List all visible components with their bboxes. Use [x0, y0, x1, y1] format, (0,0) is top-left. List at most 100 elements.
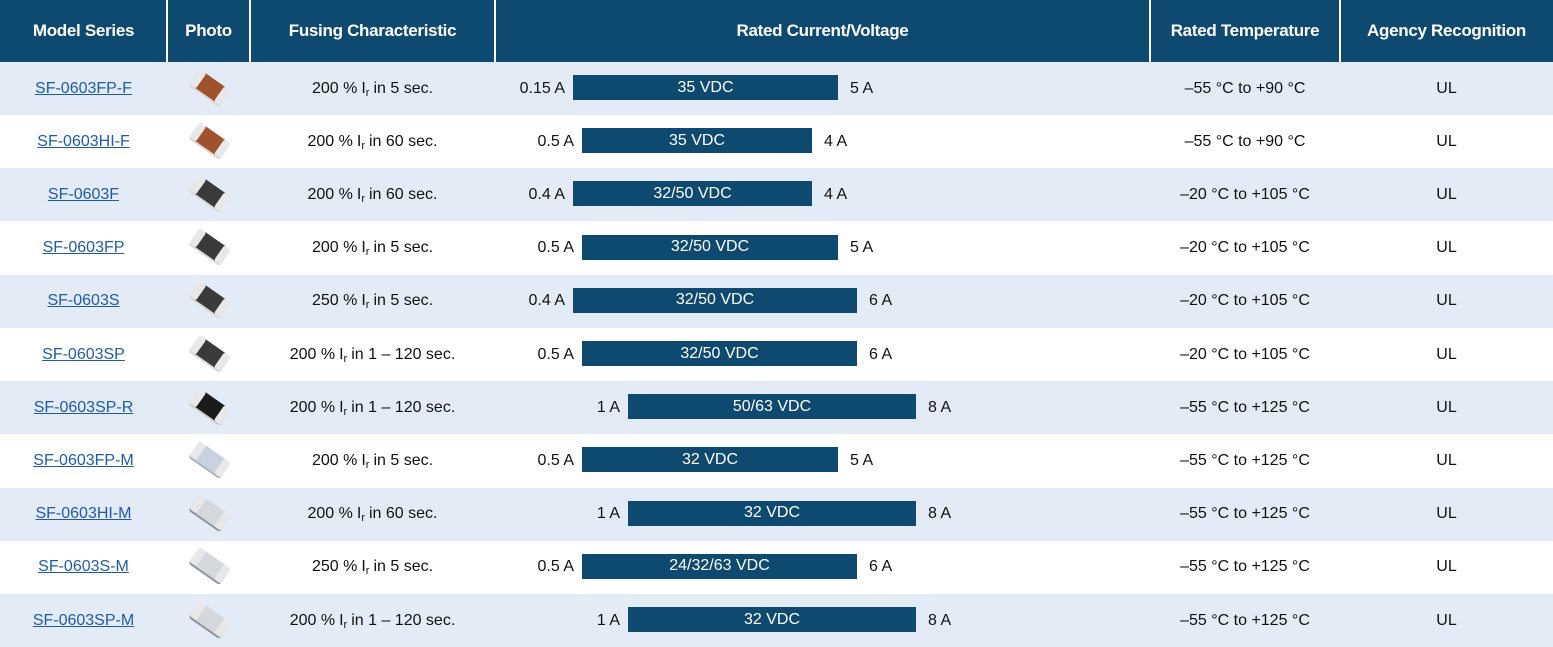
table-cell [167, 594, 250, 647]
model-link[interactable]: SF-0603HI-F [37, 133, 129, 151]
min-current: 0.15 A [483, 62, 565, 115]
table-row: SF-0603S-M250 %Irin 5 sec.0.5 A24/32/63 … [0, 541, 1553, 594]
table-cell: –20 °C to +105 °C [1150, 328, 1340, 381]
table-cell: –20 °C to +105 °C [1150, 275, 1340, 328]
rated-temperature: –55 °C to +125 °C [1180, 452, 1310, 470]
model-link[interactable]: SF-0603SP-R [34, 399, 134, 417]
model-link[interactable]: SF-0603SP-M [33, 612, 134, 630]
model-link[interactable]: SF-0603SP [42, 346, 125, 364]
table-cell: UL [1340, 488, 1553, 541]
max-current: 6 A [869, 541, 892, 594]
rated-temperature: –55 °C to +125 °C [1180, 505, 1310, 523]
table-cell: –55 °C to +90 °C [1150, 62, 1340, 115]
header-separator [1149, 0, 1151, 62]
product-photo [186, 441, 232, 481]
fusing-ratio: 200 % [308, 505, 353, 523]
product-photo [186, 388, 232, 428]
table-cell [167, 328, 250, 381]
max-current: 5 A [850, 222, 873, 275]
model-link[interactable]: SF-0603HI-M [35, 505, 131, 523]
product-photo [186, 281, 232, 321]
header-separator [249, 0, 251, 62]
max-current: 6 A [869, 275, 892, 328]
fusing-ratio: 250 % [312, 558, 357, 576]
rated-temperature: –20 °C to +105 °C [1180, 239, 1310, 257]
table-cell: UL [1340, 328, 1553, 381]
product-photo [186, 547, 232, 587]
table-cell: UL [1340, 62, 1553, 115]
agency: UL [1436, 239, 1456, 257]
agency: UL [1436, 292, 1456, 310]
model-link[interactable]: SF-0603F [48, 186, 119, 204]
agency: UL [1436, 80, 1456, 98]
min-current: 0.5 A [492, 328, 574, 381]
min-current: 1 A [538, 381, 620, 434]
table-cell [167, 115, 250, 168]
current-subscript: r [361, 512, 365, 524]
product-photo [186, 69, 232, 109]
rated-temperature: –20 °C to +105 °C [1180, 292, 1310, 310]
header-separator [1339, 0, 1341, 62]
current-subscript: r [366, 299, 370, 311]
fusing-time: in 1 – 120 sec. [351, 346, 455, 364]
table-cell: –55 °C to +125 °C [1150, 434, 1340, 487]
voltage-bar: 32 VDC [628, 501, 916, 526]
table-cell: 200 %Irin 60 sec. [250, 115, 495, 168]
min-current: 0.4 A [483, 275, 565, 328]
max-current: 5 A [850, 434, 873, 487]
max-current: 4 A [824, 115, 847, 168]
header-cell: Model Series [0, 0, 167, 62]
fusing-time: in 5 sec. [373, 452, 433, 470]
product-photo [186, 122, 232, 162]
agency: UL [1436, 612, 1456, 630]
min-current: 1 A [538, 594, 620, 647]
fusing-time: in 5 sec. [373, 239, 433, 257]
table-cell [167, 275, 250, 328]
table-cell: UL [1340, 381, 1553, 434]
header-cell: Rated Temperature [1150, 0, 1340, 62]
max-current: 8 A [928, 488, 951, 541]
table-row: SF-0603HI-M200 %Irin 60 sec.1 A32 VDC8 A… [0, 488, 1553, 541]
table-cell: UL [1340, 115, 1553, 168]
rated-temperature: –20 °C to +105 °C [1180, 346, 1310, 364]
fusing-time: in 60 sec. [369, 133, 437, 151]
max-current: 8 A [928, 381, 951, 434]
header-cell: Photo [167, 0, 250, 62]
voltage-bar: 32/50 VDC [582, 341, 857, 366]
product-photo [186, 228, 232, 268]
spec-table: Model SeriesPhotoFusing CharacteristicRa… [0, 0, 1553, 647]
table-cell [167, 488, 250, 541]
model-link[interactable]: SF-0603FP-F [35, 80, 132, 98]
max-current: 5 A [850, 62, 873, 115]
fusing-ratio: 200 % [290, 346, 335, 364]
voltage-bar: 35 VDC [573, 75, 838, 100]
fusing-time: in 60 sec. [369, 505, 437, 523]
model-link[interactable]: SF-0603FP [43, 239, 125, 257]
model-link[interactable]: SF-0603S-M [38, 558, 129, 576]
table-cell [167, 434, 250, 487]
table-cell [167, 541, 250, 594]
min-current: 0.4 A [483, 168, 565, 221]
table-cell: –20 °C to +105 °C [1150, 222, 1340, 275]
model-link[interactable]: SF-0603S [47, 292, 119, 310]
fusing-ratio: 200 % [312, 239, 357, 257]
table-cell: –55 °C to +125 °C [1150, 488, 1340, 541]
voltage-bar: 50/63 VDC [628, 394, 916, 419]
agency: UL [1436, 505, 1456, 523]
table-cell: SF-0603S-M [0, 541, 167, 594]
model-link[interactable]: SF-0603FP-M [33, 452, 133, 470]
fusing-time: in 1 – 120 sec. [351, 399, 455, 417]
table-cell: UL [1340, 434, 1553, 487]
min-current: 0.5 A [492, 115, 574, 168]
table-row: SF-0603S250 %Irin 5 sec.0.4 A32/50 VDC6 … [0, 275, 1553, 328]
fusing-time: in 5 sec. [373, 558, 433, 576]
table-cell: SF-0603SP [0, 328, 167, 381]
table-cell: –55 °C to +125 °C [1150, 541, 1340, 594]
